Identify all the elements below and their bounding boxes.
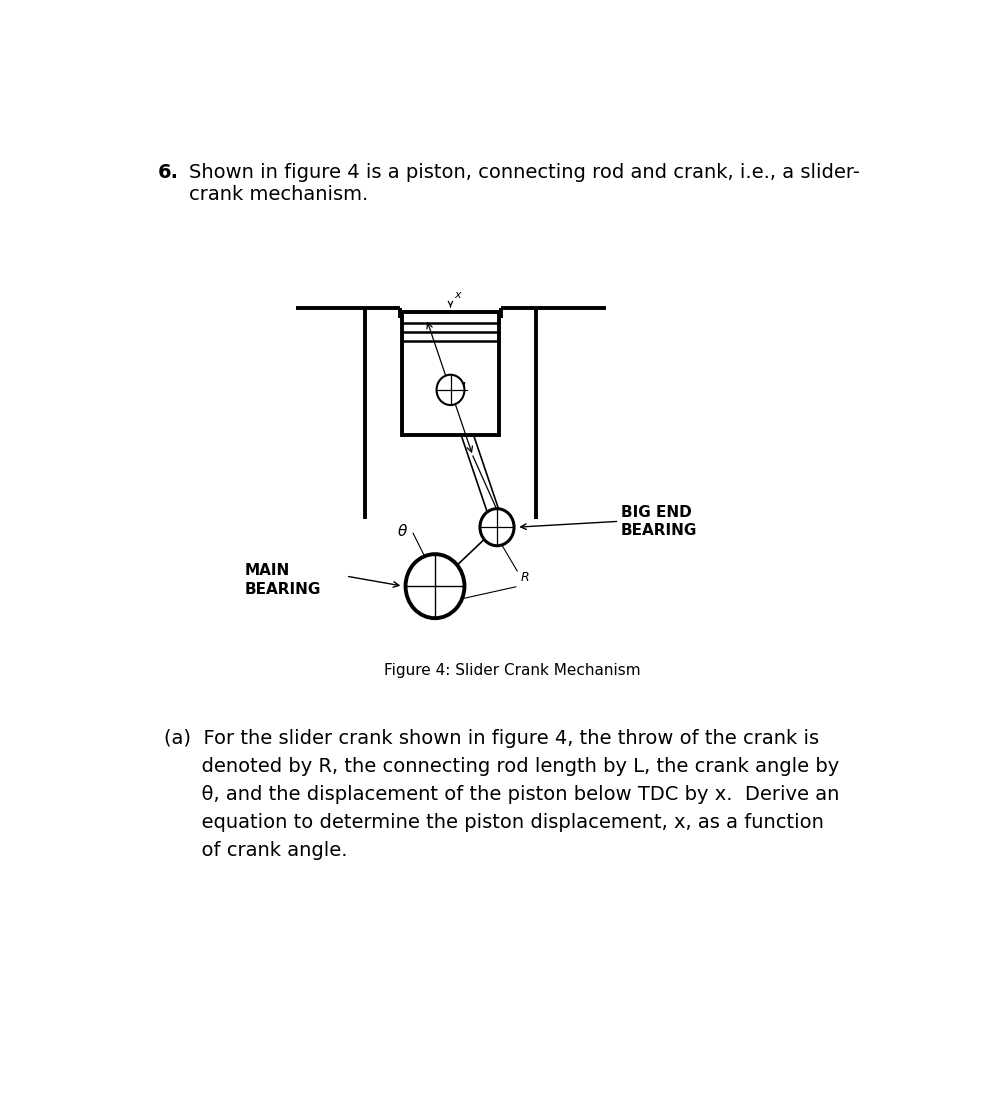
- Text: (a)  For the slider crank shown in figure 4, the throw of the crank is
      den: (a) For the slider crank shown in figure…: [164, 730, 839, 860]
- Circle shape: [480, 509, 514, 546]
- Text: $\theta$: $\theta$: [397, 523, 408, 538]
- Text: Shown in figure 4 is a piston, connecting rod and crank, i.e., a slider-
crank m: Shown in figure 4 is a piston, connectin…: [189, 163, 859, 205]
- Circle shape: [437, 375, 464, 405]
- Text: MAIN
BEARING: MAIN BEARING: [245, 563, 322, 597]
- Circle shape: [406, 555, 464, 618]
- Bar: [402, 313, 499, 434]
- Text: BIG END
BEARING: BIG END BEARING: [621, 504, 697, 538]
- Text: x: x: [454, 290, 461, 300]
- Text: 6.: 6.: [158, 163, 179, 183]
- Text: L: L: [461, 381, 468, 394]
- Text: R: R: [520, 571, 529, 584]
- Text: Figure 4: Slider Crank Mechanism: Figure 4: Slider Crank Mechanism: [384, 663, 641, 678]
